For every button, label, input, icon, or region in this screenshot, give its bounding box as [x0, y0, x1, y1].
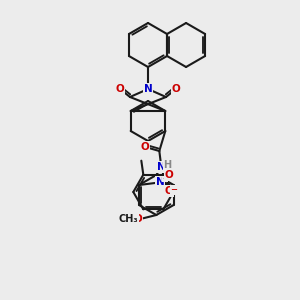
Text: O: O — [165, 170, 173, 180]
Text: +: + — [162, 176, 168, 182]
Text: O: O — [134, 214, 143, 224]
Text: N: N — [157, 162, 166, 172]
Text: CH₃: CH₃ — [118, 214, 138, 224]
Text: N: N — [156, 177, 164, 187]
Text: H: H — [163, 160, 171, 170]
Text: O: O — [141, 142, 150, 152]
Text: O: O — [172, 84, 180, 94]
Text: N: N — [144, 84, 152, 94]
Text: O: O — [116, 84, 124, 94]
Text: −: − — [170, 185, 178, 194]
Text: O: O — [165, 186, 173, 196]
